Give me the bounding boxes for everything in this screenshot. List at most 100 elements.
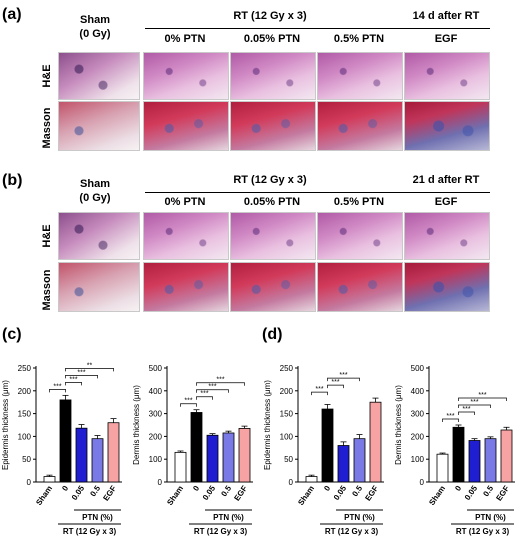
col-header: 0.05% PTN [243,196,301,208]
treatment-label: RT (12 Gy x 3) [63,527,117,536]
group-label: PTN (%) [213,513,244,522]
significance-label: *** [200,391,208,398]
significance-label: *** [462,406,470,413]
col-header: EGF [434,33,458,45]
group-label: PTN (%) [475,513,506,522]
y-tick-label: 300 [149,410,163,419]
x-tick-label: 0.5 [219,484,233,499]
panel-label-a: (a) [2,6,22,23]
bar [75,427,88,483]
x-tick-label: 0.05 [332,484,349,502]
x-tick-label: Sham [296,484,316,507]
x-tick-label: 0.05 [463,484,480,502]
sham-header-line2: (0 Gy) [79,28,111,40]
bar-chart-c-dermis: Dermis thickness (μm) 0 100 200 300 400 500 Sha… [132,364,253,536]
significance-label: *** [184,398,192,405]
y-tick-label: 50 [22,455,31,464]
y-tick-label: 100 [411,455,425,464]
header-rule [145,28,490,29]
x-tick-label: EGF [232,484,249,503]
significance-bracket [180,403,197,407]
y-tick-label: 300 [411,410,425,419]
x-tick-label: EGF [363,484,380,503]
significance-label: *** [53,383,61,390]
histology-image [230,262,316,312]
significance-bracket [65,382,82,386]
rt-header: RT (12 Gy x 3) [233,174,307,186]
x-tick-label: 0 [191,484,201,493]
row-label: Masson [41,107,53,149]
significance-label: *** [478,392,486,399]
x-tick-label: EGF [101,484,118,503]
bar-chart-d-epidermis: Epidermis thickness (μm) 0 50 100 150 200 250 S… [263,364,384,536]
histology-image [143,262,229,312]
significance-label: ** [87,362,93,369]
significance-label: *** [315,386,323,393]
y-tick-label: 150 [18,410,32,419]
histology-image [58,52,140,100]
histology-image [230,52,316,100]
bar [174,451,187,483]
y-tick-label: 0 [27,478,32,487]
significance-bracket [196,396,213,400]
x-tick-label: 0.5 [350,484,364,499]
y-axis-label: Epidermis thickness (μm) [1,380,10,470]
panel-label-b: (b) [2,172,23,189]
col-header: 0.5% PTN [333,33,385,45]
y-tick-label: 50 [284,455,293,464]
significance-label: *** [77,369,85,376]
histology-image [317,262,403,312]
significance-bracket [196,389,229,393]
bar [468,440,481,483]
y-tick-label: 100 [280,432,294,441]
histology-image [404,212,490,260]
histology-image [58,101,140,151]
histology-image [143,212,229,260]
significance-bracket [65,375,98,379]
row-label: H&E [41,224,53,248]
significance-bracket [196,382,245,386]
histology-image [230,212,316,260]
y-tick-label: 0 [420,478,425,487]
significance-label: *** [446,413,454,420]
panel-label-d: (d) [262,326,283,343]
bar [436,453,449,483]
histology-image [317,52,403,100]
x-tick-label: Sham [165,484,185,507]
significance-label: *** [339,372,347,379]
row-label: H&E [41,64,53,88]
significance-bracket [442,418,459,422]
y-tick-label: 500 [149,364,163,373]
significance-bracket [49,389,66,393]
row-label: Masson [41,269,53,311]
histology-image [317,101,403,151]
x-tick-label: Sham [34,484,54,507]
y-tick-label: 200 [149,432,163,441]
bar [321,408,334,483]
treatment-label: RT (12 Gy x 3) [456,527,510,536]
bar [353,438,366,483]
histology-image [143,101,229,151]
histology-image [404,52,490,100]
x-tick-label: Sham [427,484,447,507]
bar-chart-c-epidermis: Epidermis thickness (μm) 0 50 100 150 200 250 S… [1,362,122,536]
x-tick-label: EGF [494,484,511,503]
panel-label-c: (c) [2,326,22,343]
x-tick-label: 0 [60,484,70,493]
significance-label: *** [69,376,77,383]
significance-bracket [327,384,344,389]
y-tick-label: 100 [149,455,163,464]
rt-header: RT (12 Gy x 3) [233,10,307,22]
col-header: 0.5% PTN [333,196,385,208]
bar [43,476,56,483]
y-tick-label: 0 [158,478,163,487]
significance-label: *** [216,377,224,384]
x-tick-label: 0 [453,484,463,493]
y-tick-label: 150 [280,410,294,419]
histology-image [143,52,229,100]
time-header: 21 d after RT [412,174,480,186]
x-tick-label: 0.5 [481,484,495,499]
bar [190,412,203,483]
bar-chart-d-dermis: Dermis thickness (μm) 0 100 200 300 400 500 Sha… [394,364,515,536]
treatment-label: RT (12 Gy x 3) [325,527,379,536]
